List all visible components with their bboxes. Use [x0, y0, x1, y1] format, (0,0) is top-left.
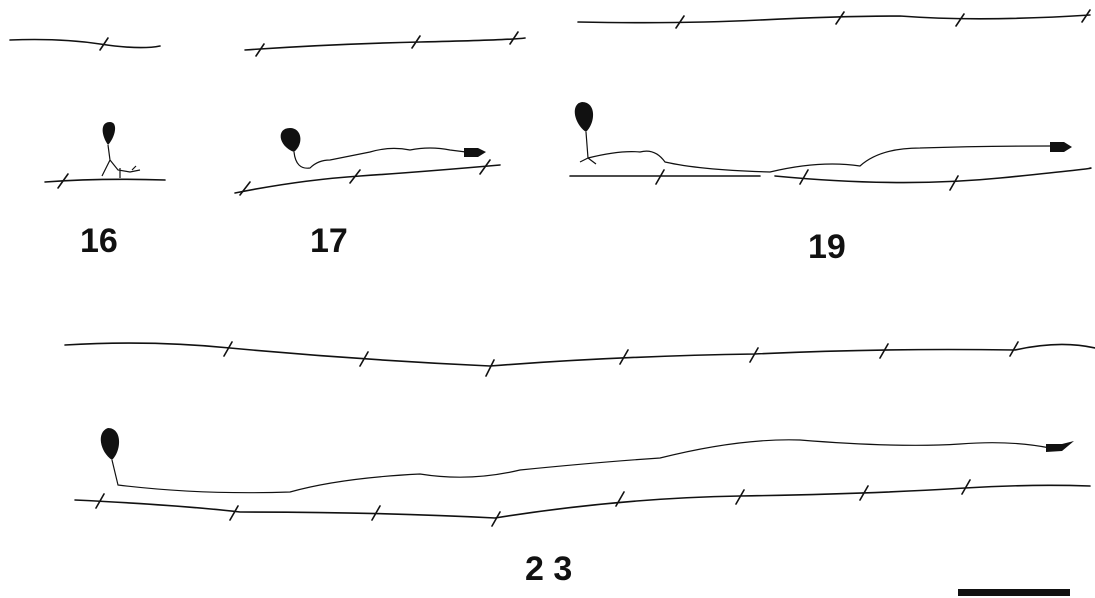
soma: [100, 428, 120, 460]
tick: [223, 341, 1019, 377]
lower-line: [74, 484, 1091, 519]
soma: [574, 102, 594, 132]
upper-line: [9, 38, 161, 49]
lower-line: [44, 178, 166, 183]
tick: [239, 159, 491, 196]
panel-23: 2 3: [64, 341, 1095, 588]
lower-line: [569, 167, 1092, 184]
tick: [57, 173, 69, 189]
axon: [579, 131, 1051, 173]
panel-label: 19: [808, 228, 846, 266]
growth-cone: [464, 148, 486, 157]
axon: [293, 147, 467, 169]
tick: [675, 9, 1091, 29]
soma: [280, 128, 301, 152]
upper-line: [64, 342, 1095, 367]
tick: [655, 169, 959, 191]
lower-line: [234, 164, 501, 194]
panel-label: 16: [80, 222, 118, 260]
upper-line: [244, 37, 526, 51]
panel-19: 19: [569, 9, 1092, 266]
neurite: [101, 144, 141, 178]
panel-label: 2 3: [525, 550, 572, 588]
soma: [102, 122, 116, 145]
panel-16: 16: [9, 37, 166, 260]
upper-line: [577, 14, 1091, 24]
growth-cone: [1050, 142, 1072, 152]
scale-bar: [958, 589, 1070, 596]
tick: [95, 479, 971, 527]
growth-cone: [1046, 441, 1074, 452]
axon: [111, 439, 1051, 494]
panel-label: 17: [310, 222, 348, 260]
tick: [99, 37, 109, 51]
tick: [255, 31, 519, 57]
panel-17: 17: [234, 31, 526, 260]
